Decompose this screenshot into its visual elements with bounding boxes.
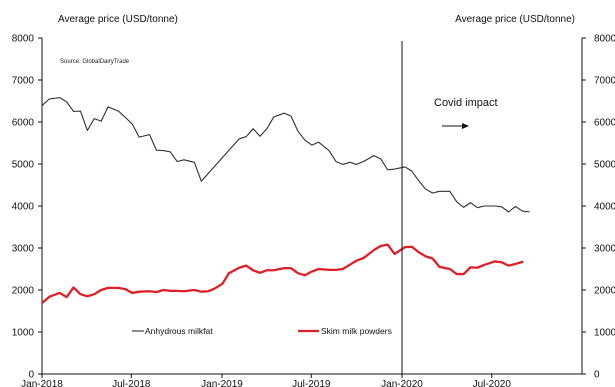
y-tick-label-right: 2000 xyxy=(594,286,615,297)
x-tick-label: Jul-2018 xyxy=(112,379,151,387)
x-tick-label: Jan-2020 xyxy=(381,379,423,387)
y-tick-label-left: 2000 xyxy=(12,286,35,297)
y-tick-label-left: 4000 xyxy=(12,202,35,213)
y-tick-label-left: 6000 xyxy=(12,118,35,129)
series-line-milkfat xyxy=(41,97,530,213)
x-tick-label: Jul-2019 xyxy=(292,379,331,387)
series-layer xyxy=(41,97,530,304)
legend-label-milkfat: Anhydrous milkfat xyxy=(145,326,213,336)
y-tick-label-right: 7000 xyxy=(594,76,615,87)
covid-impact-label: Covid impact xyxy=(434,97,498,109)
y-tick-label-left: 3000 xyxy=(12,244,35,255)
y-tick-label-left: 0 xyxy=(28,370,34,381)
series-line-skim-milk xyxy=(41,243,524,304)
y-tick-label-left: 1000 xyxy=(12,328,35,339)
y-tick-label-right: 6000 xyxy=(594,118,615,129)
source-note: Source: GlobalDairyTrade xyxy=(60,59,130,65)
y-tick-label-left: 8000 xyxy=(12,34,35,45)
legend-label-skim-milk: Skim milk powders xyxy=(321,326,392,336)
tick-labels: 0 0 1000 1000 2000 2000 3000 3000 4000 4000 5000 50… xyxy=(12,34,615,387)
y-tick-label-right: 0 xyxy=(594,370,600,381)
x-tick-label: Jan-2018 xyxy=(21,379,63,387)
legend: Anhydrous milkfat Skim milk powders xyxy=(132,326,392,336)
y-tick-label-right: 4000 xyxy=(594,202,615,213)
y-axis-right-title: Average price (USD/tonne) xyxy=(455,14,575,25)
y-tick-label-right: 5000 xyxy=(594,160,615,171)
y-tick-label-right: 8000 xyxy=(594,34,615,45)
y-tick-label-right: 3000 xyxy=(594,244,615,255)
x-tick-label: Jul-2020 xyxy=(473,379,512,387)
y-tick-label-left: 7000 xyxy=(12,76,35,87)
x-tick-label: Jan-2019 xyxy=(201,379,243,387)
covid-impact-arrow xyxy=(442,123,469,129)
y-tick-label-left: 5000 xyxy=(12,160,35,171)
axes xyxy=(41,38,583,375)
y-axis-left-title: Average price (USD/tonne) xyxy=(58,14,178,25)
y-tick-label-right: 1000 xyxy=(594,328,615,339)
